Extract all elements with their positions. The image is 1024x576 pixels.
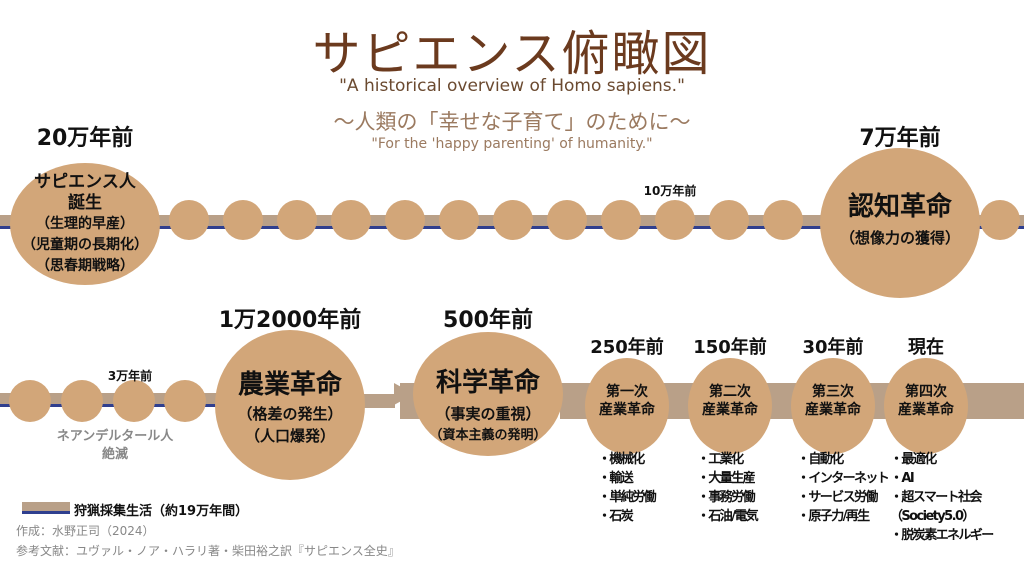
event-sub: （資本主義の発明） [429,428,547,443]
timeline-dot [223,200,263,240]
neanderthal-extinction: ネアンデルタール人 絶滅 [57,428,173,464]
event-sub: （格差の発生） [237,405,343,423]
list-item: （Society5.0） [890,509,975,524]
list-item: ・サービス労働 [797,490,878,505]
event-industrial-revolution [791,358,875,454]
list-item: ・原子力/再生 [797,509,870,524]
timeline-dot [547,200,587,240]
timeline-dot [277,200,317,240]
event-line: 産業革命 [898,402,954,418]
event-industrial-revolution [688,358,772,454]
year-label: 20万年前 [36,126,134,151]
event-line: 第二次 [709,384,751,400]
event-line: 第四次 [905,384,947,400]
list-item: ・石油/電気 [697,509,759,524]
event-industrial-revolution [585,358,669,454]
timeline-dot [9,380,51,422]
event-line: 第一次 [606,384,648,400]
event-title: 農業革命 [237,370,343,400]
event-sub: （想像力の獲得） [839,229,961,247]
reference: 参考文献：ユヴァル・ノア・ハラリ著・柴田裕之訳『サピエンス全史』 [16,544,400,558]
tagline-en: "For the 'happy parenting' of humanity." [371,136,653,152]
list-item: ・石炭 [598,509,634,524]
event-line: 産業革命 [805,402,861,418]
event-line: 誕生 [68,193,102,213]
marker-label: 3万年前 [107,369,153,383]
event-cognitive-revolution [820,148,980,298]
timeline-dot [61,380,103,422]
timeline-bar-bottom [360,394,395,408]
year-label: 30年前 [802,337,864,358]
year-label: 現在 [908,337,944,358]
event-line: 第三次 [812,384,854,400]
event-title: 第四次 産業革命 [898,383,954,419]
event-agricultural-revolution [215,330,365,480]
list-item: ・単純労働 [598,490,657,505]
timeline-dot [493,200,533,240]
year-label: 150年前 [693,337,767,358]
timeline-dot [113,380,155,422]
event-title: 第二次 産業革命 [702,383,758,419]
event-sapiens-birth [10,163,160,285]
subtitle-en: "A historical overview of Homo sapiens." [339,76,685,96]
list-item: ・インターネット [797,471,890,486]
event-line: 産業革命 [702,402,758,418]
list-item: ・大量生産 [697,471,756,486]
list-item: ・輸送 [598,471,634,486]
timeline-dot [655,200,695,240]
tagline-jp: 〜人類の「幸せな子育て」のために〜 [333,110,691,134]
note-line: ネアンデルタール人 [56,429,174,444]
credit: 作成：水野正司（2024） [16,524,155,538]
year-label: 7万年前 [859,126,941,151]
timeline-dot [385,200,425,240]
legend-label: 狩猟採集生活（約19万年間） [74,504,249,519]
timeline-dot [164,380,206,422]
year-label: 500年前 [443,308,533,333]
timeline-dot [601,200,641,240]
event-title: 認知革命 [847,192,953,222]
legend-swatch-line [22,511,70,514]
timeline-dot [763,200,803,240]
note-line: 絶滅 [101,447,129,462]
event-scientific-revolution [413,332,563,456]
timeline-dot [169,200,209,240]
event-sub: （人口爆発） [244,427,336,445]
event-line: （思春期戦略） [36,258,134,274]
event-title: 第一次 産業革命 [599,383,655,419]
event-title: 第三次 産業革命 [805,383,861,419]
event-line: （児童期の長期化） [22,237,148,253]
event-sub: （事実の重視） [435,405,541,423]
timeline-dot [331,200,371,240]
event-title: 科学革命 [435,368,541,398]
year-label: 1万2000年前 [218,308,362,333]
legend-swatch [22,502,70,511]
event-items: ・自動化・インターネット ・サービス労働 ・原子力/再生 [797,450,890,526]
event-industrial-revolution [884,358,968,454]
timeline-dot [980,200,1020,240]
event-items: ・最適化・AI ・超スマート社会 （Society5.0） ・脱炭素エネルギー [890,450,994,545]
list-item: ・超スマート社会 [890,490,982,505]
list-item: ・最適化 [890,452,937,467]
list-item: ・事務労働 [697,490,756,505]
event-text: サピエンス人 誕生 （生理的早産） （児童期の長期化） （思春期戦略） [22,172,148,277]
event-line: サピエンス人 [34,172,136,192]
list-item: ・工業化 [697,452,744,467]
event-line: 産業革命 [599,402,655,418]
timeline-dot [439,200,479,240]
event-items: ・機械化・輸送・単純労働・石炭 [598,450,657,526]
list-item: ・機械化 [598,452,645,467]
list-item: ・脱炭素エネルギー [890,528,994,543]
marker-label: 10万年前 [643,184,697,198]
page-title: サピエンス俯瞰図 [312,26,712,82]
list-item: ・自動化 [797,452,844,467]
timeline-dot [709,200,749,240]
list-item: ・AI [890,471,915,486]
event-line: （生理的早産） [36,216,134,232]
year-label: 250年前 [590,337,664,358]
timeline-bar-bottom [0,393,220,404]
timeline-line-bottom [0,404,220,407]
event-items: ・工業化・大量生産・事務労働・石油/電気 [697,450,759,526]
